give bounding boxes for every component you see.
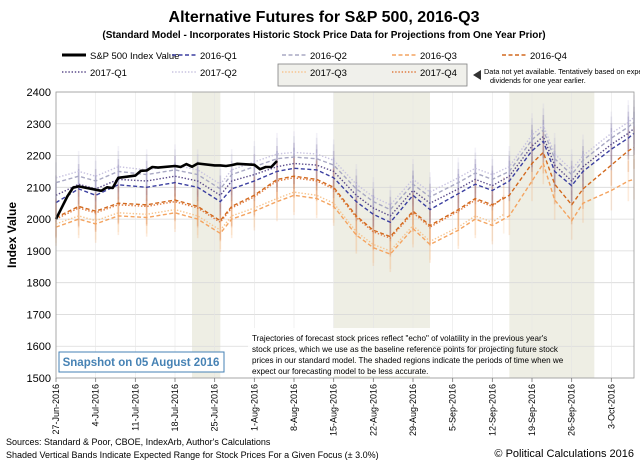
x-tick-label-2016-09-19: 19-Sep-2016 [527, 384, 537, 436]
legend-label-2017-q4: 2017-Q4 [420, 68, 457, 79]
y-tick-label-1500: 1500 [27, 373, 51, 385]
chart-title: Alternative Futures for S&P 500, 2016-Q3 [169, 9, 480, 26]
legend: S&P 500 Index Value 2016-Q1 2016-Q2 2016-Q3… [62, 51, 640, 87]
legend-note-line-1: Data not yet available. Tentatively base… [484, 67, 640, 76]
y-tick-label-2300: 2300 [27, 119, 51, 131]
annotation-line-4: expect our forecasting model to be less … [252, 367, 428, 376]
series-line-2016-q4 [55, 146, 635, 238]
legend-label-2017-q1: 2017-Q1 [90, 68, 127, 79]
snapshot-frame [58, 351, 225, 373]
sources-line-1: Sources: Standard & Poor, CBOE, IndexArb… [6, 437, 271, 447]
x-tick-label-2016-09-12: 12-Sep-2016 [487, 384, 497, 436]
plot-frame [55, 91, 635, 379]
snapshot-label: Snapshot on 05 August 2016 [63, 357, 220, 369]
x-tick-label-2016-10-03: 3-Oct-2016 [606, 384, 616, 429]
x-tick-label-2016-09-26: 26-Sep-2016 [567, 384, 577, 436]
x-tick-label-2016-06-27: 27-Jun-2016 [51, 384, 61, 435]
series-line-2016-q1 [55, 132, 635, 224]
series-lines [54, 116, 635, 255]
series-line-2016-q2 [55, 121, 635, 211]
chart-subtitle: (Standard Model - Incorporates Historic … [102, 30, 545, 41]
y-tick-label-2400: 2400 [27, 87, 51, 99]
y-tick-label-2200: 2200 [27, 151, 51, 163]
annotation-line-3: prices in our standard model. The shaded… [252, 356, 564, 365]
y-tick-label-1600: 1600 [27, 341, 51, 353]
x-tick-label-2016-07-04: 4-Jul-2016 [91, 384, 101, 427]
y-tick-label-1700: 1700 [27, 309, 51, 321]
legend-label-2017-q3: 2017-Q3 [310, 68, 347, 79]
annotation-line-2: stock prices, which we use as the baseli… [252, 345, 559, 354]
copyright: © Political Calculations 2016 [494, 448, 634, 460]
x-tick-label-2016-08-08: 8-Aug-2016 [289, 384, 299, 431]
legend-label-2016-q3: 2016-Q3 [420, 51, 457, 62]
y-tick-label-1900: 1900 [27, 246, 51, 258]
y-tick-label-1800: 1800 [27, 278, 51, 290]
shaded-region-1 [192, 92, 221, 378]
legend-label-2016-q1: 2016-Q1 [200, 51, 237, 62]
shaded-region-3 [509, 92, 595, 378]
legend-note-arrow-icon [473, 70, 481, 80]
y-tick-label-2100: 2100 [27, 182, 51, 194]
legend-unavailable-box [277, 63, 468, 87]
y-tick-label-2000: 2000 [27, 214, 51, 226]
legend-label-2016-q2: 2016-Q2 [310, 51, 347, 62]
x-tick-label-2016-07-25: 25-Jul-2016 [210, 384, 220, 432]
series-line-s-p-500-index-value [54, 160, 278, 220]
y-axis-label: Index Value [5, 202, 19, 268]
legend-label-2017-q2: 2017-Q2 [200, 68, 237, 79]
series-line-2017-q1 [55, 127, 635, 217]
x-tick-label-2016-09-05: 5-Sep-2016 [448, 384, 458, 431]
x-tick-label-2016-08-01: 1-Aug-2016 [249, 384, 259, 431]
axes: 1500 1600 1700 1800 1900 2000 2100 2200 2300 2400… [27, 87, 617, 436]
x-tick-label-2016-07-11: 11-Jul-2016 [130, 384, 140, 431]
x-tick-label-2016-07-18: 18-Jul-2016 [170, 384, 180, 432]
x-tick-label-2016-08-22: 22-Aug-2016 [368, 384, 378, 436]
annotation-line-1: Trajectories of forecast stock prices re… [252, 334, 547, 343]
snapshot-box: Snapshot on 05 August 2016 [58, 351, 225, 373]
sources-line-2: Shaded Vertical Bands Indicate Expected … [6, 450, 379, 460]
x-tick-label-2016-08-29: 29-Aug-2016 [408, 384, 418, 436]
legend-label-2016-q4: 2016-Q4 [530, 51, 567, 62]
annotation-box: Trajectories of forecast stock prices re… [248, 328, 564, 376]
annotation-backdrop [248, 328, 432, 376]
series-line-2017-q4 [55, 177, 505, 239]
legend-label-s-p-500-index-value: S&P 500 Index Value [90, 51, 179, 62]
legend-note-line-2: dividends for one year earlier. [490, 76, 586, 85]
x-tick-label-2016-08-15: 15-Aug-2016 [329, 384, 339, 436]
